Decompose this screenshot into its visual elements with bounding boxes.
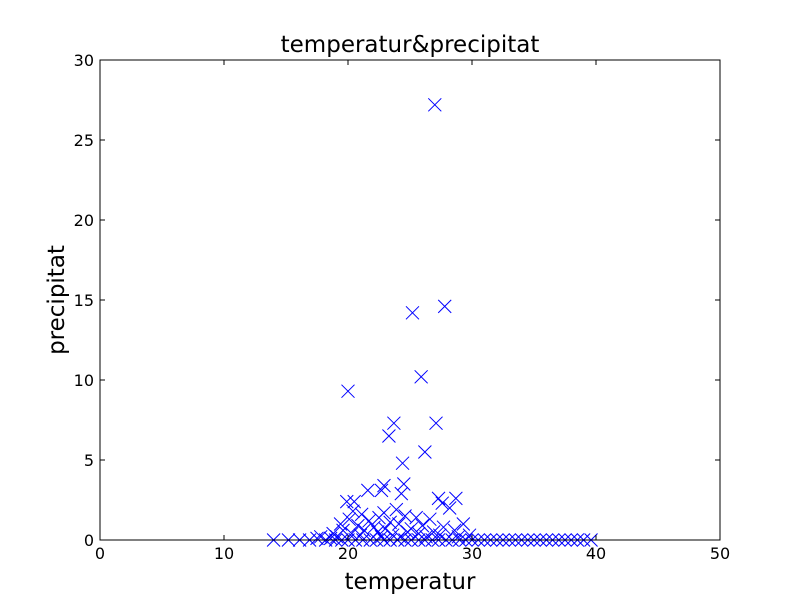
data-point-marker — [387, 416, 401, 431]
data-point-marker — [419, 529, 433, 544]
y-tick-label: 20 — [74, 211, 94, 230]
plot-area-frame — [99, 59, 721, 541]
data-point-marker — [449, 491, 463, 506]
data-point-marker — [342, 512, 357, 527]
data-point-marker — [362, 513, 376, 528]
data-point-marker — [382, 429, 396, 443]
data-point-marker — [339, 494, 354, 509]
data-point-marker — [395, 456, 410, 471]
data-point-marker — [436, 520, 451, 535]
data-point-marker — [354, 507, 369, 522]
data-point-marker — [351, 518, 365, 533]
data-point-marker — [398, 509, 412, 523]
y-tick-label: 25 — [74, 131, 94, 150]
x-axis-label: temperatur — [345, 569, 476, 595]
y-tick-label: 30 — [74, 51, 94, 70]
data-point-marker — [323, 531, 338, 546]
data-point-marker — [383, 515, 398, 530]
data-point-marker — [344, 526, 359, 541]
data-point-marker — [377, 478, 391, 493]
data-point-marker — [456, 517, 471, 531]
x-tick-label: 50 — [710, 544, 730, 563]
x-tick-label: 30 — [462, 544, 482, 563]
data-point-marker — [422, 512, 437, 527]
data-point-marker — [427, 97, 442, 112]
data-point-marker — [396, 477, 411, 491]
data-point-marker — [409, 510, 424, 525]
data-point-marker — [346, 504, 360, 519]
data-point-marker — [418, 445, 432, 459]
data-point-marker — [310, 531, 324, 546]
data-point-marker — [378, 521, 393, 536]
data-point-marker — [389, 502, 404, 517]
data-point-marker — [405, 305, 420, 320]
chart-title: temperatur&precipitat — [281, 32, 540, 58]
data-point-marker — [372, 510, 386, 525]
data-point-marker — [451, 529, 466, 544]
y-tick-label: 0 — [84, 531, 94, 550]
data-point-marker — [394, 486, 409, 501]
data-point-marker — [414, 369, 429, 384]
data-point-marker — [429, 416, 443, 431]
y-tick-label: 10 — [74, 371, 94, 390]
x-tick-label: 20 — [338, 544, 358, 563]
data-point-marker — [360, 483, 375, 498]
axis-ticks: 0 10 20 30 40 50 0 5 10 15 20 25 30 — [74, 51, 731, 563]
data-point-marker — [442, 501, 457, 515]
x-tick-label: 0 — [95, 544, 105, 563]
y-tick-label: 15 — [74, 291, 94, 310]
y-axis-label: precipitat — [44, 245, 70, 355]
x-tick-label: 40 — [586, 544, 606, 563]
data-point-marker — [447, 523, 462, 538]
x-tick-label: 10 — [214, 544, 234, 563]
data-point-marker — [400, 525, 415, 539]
data-point-marker — [374, 483, 389, 498]
data-point-marker — [341, 384, 355, 399]
data-point-marker — [437, 299, 452, 314]
data-point-marker — [435, 496, 450, 511]
data-point-marker — [415, 518, 430, 533]
y-tick-label: 5 — [84, 451, 94, 470]
